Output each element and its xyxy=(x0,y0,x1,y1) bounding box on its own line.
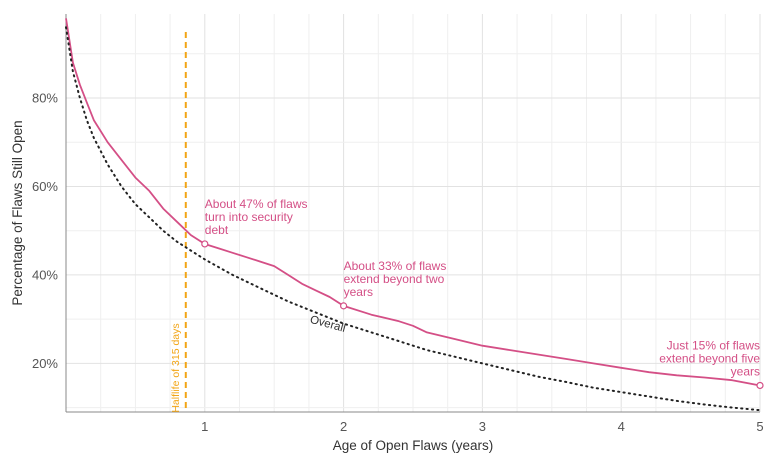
x-axis-title: Age of Open Flaws (years) xyxy=(333,438,494,453)
security-debt-series-line xyxy=(65,18,761,387)
annotation-line: extend beyond five xyxy=(659,351,760,365)
annotation-line: About 47% of flaws xyxy=(205,197,308,211)
grid-lines xyxy=(66,14,761,412)
annotation-line: About 33% of flaws xyxy=(344,259,447,273)
annotation-line: turn into security xyxy=(205,210,293,224)
annotation-text: About 33% of flaws extend beyond two years xyxy=(344,259,447,299)
annotation-text: Just 15% of flaws extend beyond five years xyxy=(659,338,760,378)
y-tick-label: 20% xyxy=(32,356,58,371)
halflife-reference: Halflife of 315 days xyxy=(170,32,187,413)
annotation-line: debt xyxy=(205,223,229,237)
point-markers xyxy=(201,240,764,390)
y-tick-label: 40% xyxy=(32,267,58,282)
x-tick-label: 3 xyxy=(479,419,486,434)
data-point-marker xyxy=(756,381,764,390)
annotation-line: Just 15% of flaws xyxy=(667,338,760,352)
halflife-label: Halflife of 315 days xyxy=(170,323,182,412)
x-tick-label: 1 xyxy=(201,419,208,434)
series-lines xyxy=(65,18,761,412)
axes: 1 2 3 4 5 20% 40% 60% 80% Age of Open Flaws (year… xyxy=(10,14,764,453)
y-axis-title: Percentage of Flaws Still Open xyxy=(10,120,25,305)
overall-series-line xyxy=(65,26,761,412)
x-tick-label: 5 xyxy=(756,419,763,434)
x-tick-label: 4 xyxy=(618,419,625,434)
annotation-text: About 47% of flaws turn into security debt xyxy=(205,197,308,237)
annotation-line: years xyxy=(344,285,373,299)
annotation-line: years xyxy=(731,364,760,378)
y-tick-label: 80% xyxy=(32,91,58,106)
data-point-marker xyxy=(201,240,209,248)
data-point-marker xyxy=(340,302,348,310)
annotation-line: extend beyond two xyxy=(344,272,445,286)
y-tick-label: 60% xyxy=(32,179,58,194)
x-tick-label: 2 xyxy=(340,419,347,434)
